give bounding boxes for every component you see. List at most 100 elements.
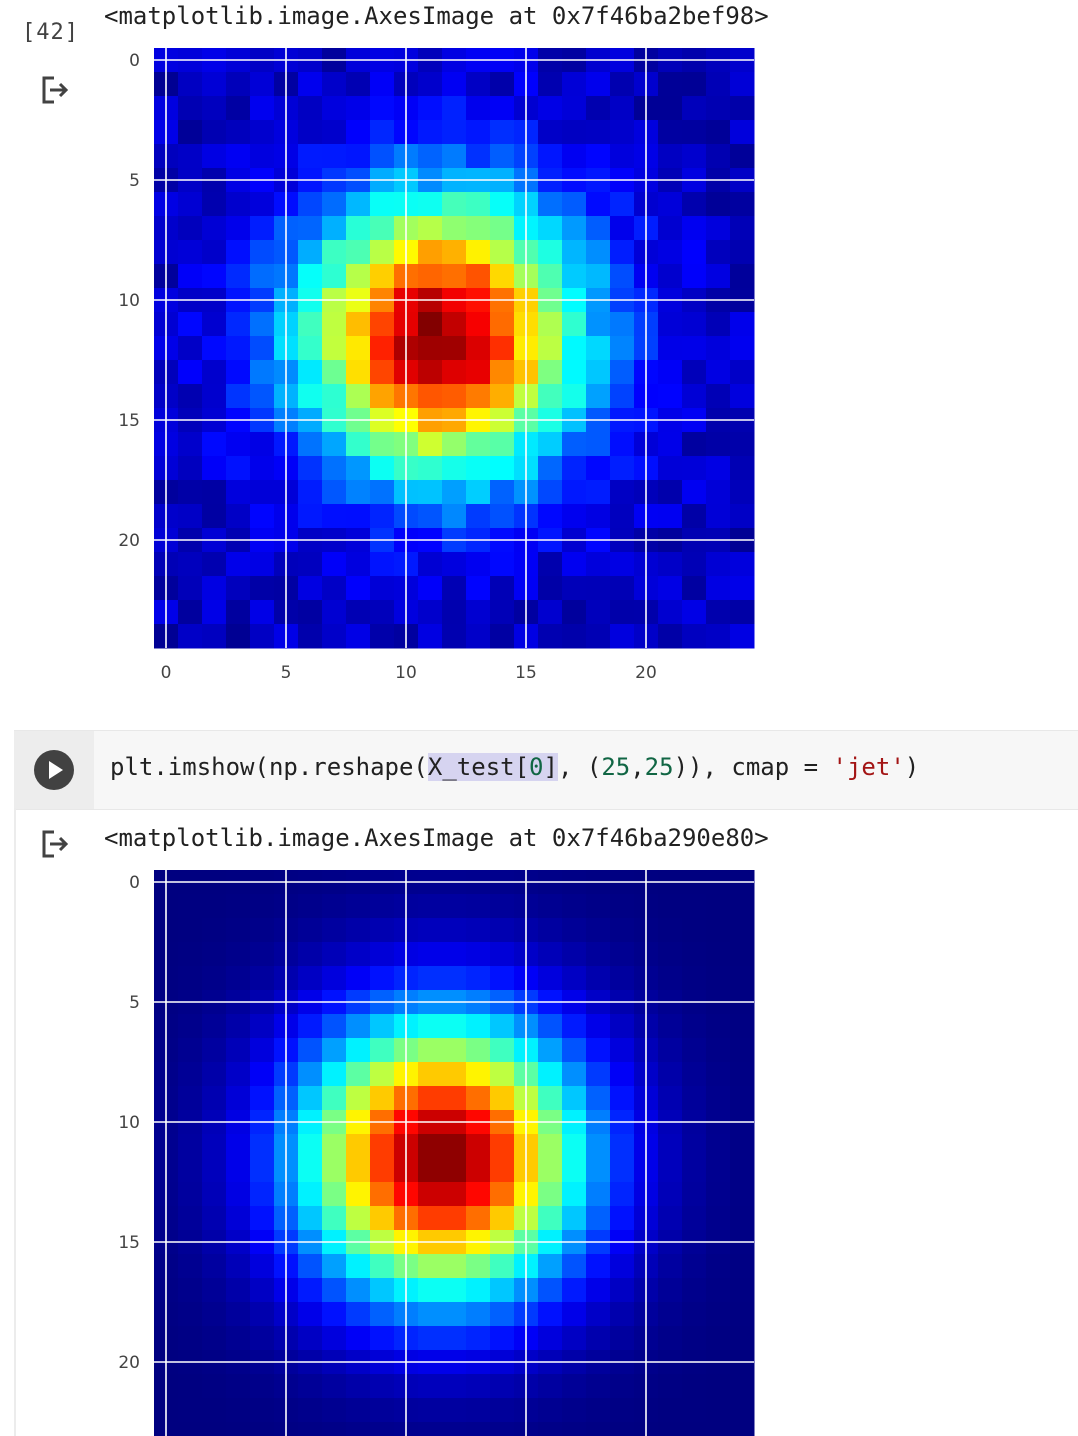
code-cell[interactable]: plt.imshow(np.reshape(X_test[0], (25,25)… [14,730,1078,810]
heatmap-cell [322,600,347,625]
y-tick-label: 0 [129,51,140,71]
heatmap-cell [586,384,611,409]
heatmap-cell [226,480,251,505]
heatmap-cell [202,1182,227,1207]
heatmap-cell [178,264,203,289]
heatmap-cell [562,144,587,169]
heatmap-cell [418,894,443,919]
heatmap-cell [730,942,755,967]
heatmap-cell [730,264,755,289]
heatmap-cell [586,336,611,361]
heatmap-cell [682,1254,707,1279]
heatmap-cell [298,1398,323,1423]
heatmap-cell [538,1326,563,1351]
heatmap-cell [178,360,203,385]
heatmap-cell [298,942,323,967]
heatmap-cell [706,360,731,385]
heatmap-cell [658,1062,683,1087]
heatmap-cell [682,144,707,169]
heatmap-cell [346,1014,371,1039]
heatmap-cell [706,144,731,169]
heatmap-cell [442,1278,467,1303]
heatmap-cell [730,72,755,97]
heatmap-cell [466,504,491,529]
heatmap-cell [610,1278,635,1303]
heatmap-cell [658,1302,683,1327]
heatmap-cell [562,1326,587,1351]
run-cell-button[interactable] [34,750,74,790]
heatmap-cell [562,312,587,337]
heatmap-cell [466,216,491,241]
heatmap-cell [490,264,515,289]
heatmap-cell [586,312,611,337]
heatmap-cell [466,240,491,265]
heatmap-cell [298,120,323,145]
code-editor[interactable]: plt.imshow(np.reshape(X_test[0], (25,25)… [110,753,919,781]
heatmap-cell [370,384,395,409]
heatmap-cell [610,1014,635,1039]
heatmap-cell [298,216,323,241]
heatmap-cell [706,1374,731,1399]
heatmap-cell [706,432,731,457]
heatmap-cell [706,1422,731,1436]
heatmap-cell [178,384,203,409]
heatmap-cell [490,336,515,361]
heatmap-cell [490,360,515,385]
heatmap-cell [538,120,563,145]
heatmap-cell [178,216,203,241]
heatmap-cell [586,1302,611,1327]
heatmap-plot-2: 0 5 10 15 20 [100,864,780,1436]
heatmap-cell [466,144,491,169]
heatmap-cell [178,942,203,967]
heatmap-cell [250,1422,275,1436]
heatmap-cell [562,552,587,577]
heatmap-cell [370,966,395,991]
heatmap-cell [466,1302,491,1327]
heatmap-cell [178,504,203,529]
heatmap-cell [370,1326,395,1351]
heatmap-cell [562,1278,587,1303]
heatmap-cell [202,1086,227,1111]
heatmap-cell [298,1302,323,1327]
heatmap-cell [250,360,275,385]
heatmap-cell [490,1086,515,1111]
heatmap-cell [658,336,683,361]
heatmap-cell [706,624,731,649]
heatmap-cell [202,312,227,337]
heatmap-cell [658,312,683,337]
heatmap-cell [466,942,491,967]
heatmap-cell [370,1182,395,1207]
heatmap-cell [490,1182,515,1207]
heatmap-cell [178,1302,203,1327]
heatmap-cell [250,240,275,265]
heatmap-cell [682,1326,707,1351]
heatmap-cell [322,576,347,601]
code-token-selected: ] [543,753,558,781]
heatmap-cell [682,216,707,241]
heatmap-cell [298,1086,323,1111]
heatmap-cell [466,1062,491,1087]
heatmap-cell [418,1374,443,1399]
heatmap-cell [322,456,347,481]
heatmap-cell [682,456,707,481]
heatmap-cell [226,1422,251,1436]
heatmap-cell [250,552,275,577]
heatmap-cell [202,1158,227,1183]
heatmap-cell [418,120,443,145]
heatmap-cell [706,1038,731,1063]
heatmap-cell [682,336,707,361]
heatmap-cell [490,1062,515,1087]
heatmap-cell [226,1302,251,1327]
heatmap-cell [250,1254,275,1279]
heatmap-cell [226,1014,251,1039]
code-token-number: 25 [601,753,631,781]
heatmap-cell [730,1374,755,1399]
heatmap-cell [490,72,515,97]
heatmap-cell [466,1206,491,1231]
heatmap-cell [346,1302,371,1327]
heatmap-cell [682,1278,707,1303]
y-tick-label: 10 [118,1113,140,1133]
heatmap-cell [658,1326,683,1351]
heatmap-cell [370,360,395,385]
heatmap-cell [202,96,227,121]
